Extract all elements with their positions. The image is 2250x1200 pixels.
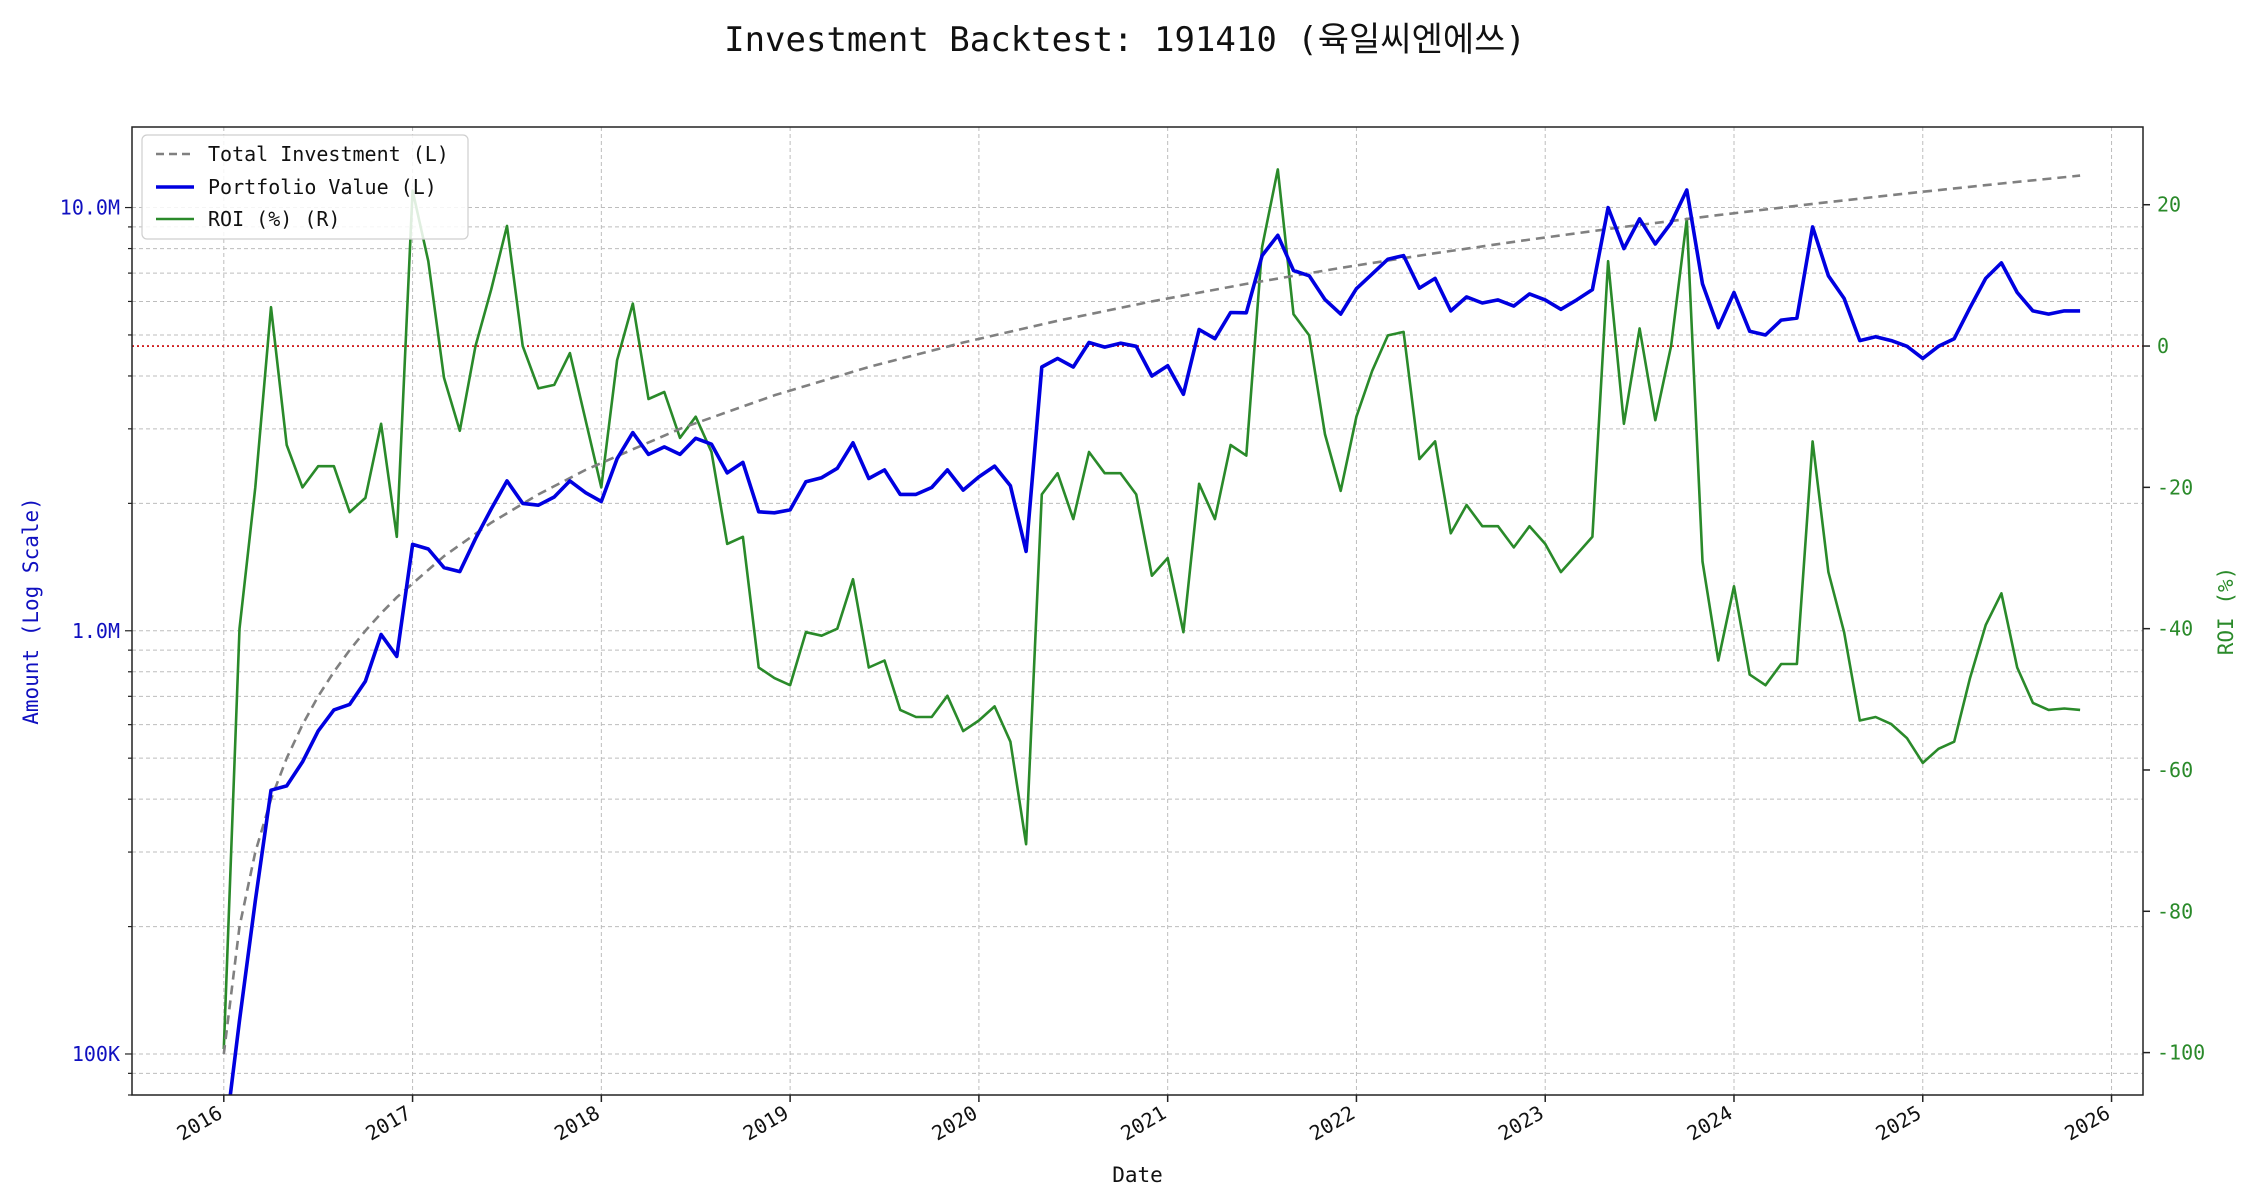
y-left-tick-label: 10.0M	[60, 196, 120, 220]
y-right-tick-label: -100	[2157, 1041, 2205, 1065]
plot-frame	[131, 126, 2144, 1096]
series-lines	[222, 168, 2081, 1095]
y-left-tick-label: 100K	[72, 1042, 120, 1066]
series-line-portfolio	[228, 188, 2081, 1095]
x-tick-label: 2026	[2060, 1101, 2114, 1146]
y-right-tick-label: -20	[2157, 475, 2193, 499]
y-right-tick-label: -60	[2157, 758, 2193, 782]
series-line-roi	[222, 168, 2081, 1050]
y-right-tick-label: 0	[2157, 334, 2169, 358]
x-tick-label: 2016	[173, 1101, 227, 1146]
x-tick-label: 2022	[1305, 1101, 1359, 1146]
x-tick-label: 2021	[1116, 1101, 1170, 1146]
y-right-axis-label: ROI (%)	[2214, 567, 2238, 656]
legend-label-portfolio: Portfolio Value (L)	[208, 175, 437, 199]
x-tick-label: 2018	[550, 1101, 604, 1146]
series-line-investment	[222, 174, 2081, 1055]
x-tick-label: 2023	[1494, 1101, 1548, 1146]
y-right-tick-label: 20	[2157, 193, 2181, 217]
x-tick-label: 2020	[928, 1101, 982, 1146]
x-tick-label: 2024	[1683, 1101, 1737, 1146]
legend-label-roi: ROI (%) (R)	[208, 207, 340, 231]
x-tick-label: 2025	[1872, 1101, 1926, 1146]
grid-lines	[132, 127, 2143, 1096]
x-tick-label: 2019	[739, 1101, 793, 1146]
legend-label-investment: Total Investment (L)	[208, 142, 449, 166]
y-right-tick-label: -40	[2157, 617, 2193, 641]
y-left-axis-label: Amount (Log Scale)	[19, 497, 43, 725]
chart-title: Investment Backtest: 191410 (육일씨엔에쓰)	[724, 20, 1526, 60]
x-axis-label: Date	[1112, 1163, 1163, 1187]
x-tick-label: 2017	[361, 1101, 415, 1146]
legend: Total Investment (L) Portfolio Value (L)…	[141, 134, 469, 240]
y-left-tick-label: 1.0M	[72, 619, 120, 643]
legend-box	[141, 134, 469, 240]
axes: 2016 2017 2018 2019 2020 2021 2022 2023 2024 2025…	[19, 193, 2238, 1187]
y-right-tick-label: -80	[2157, 899, 2193, 923]
